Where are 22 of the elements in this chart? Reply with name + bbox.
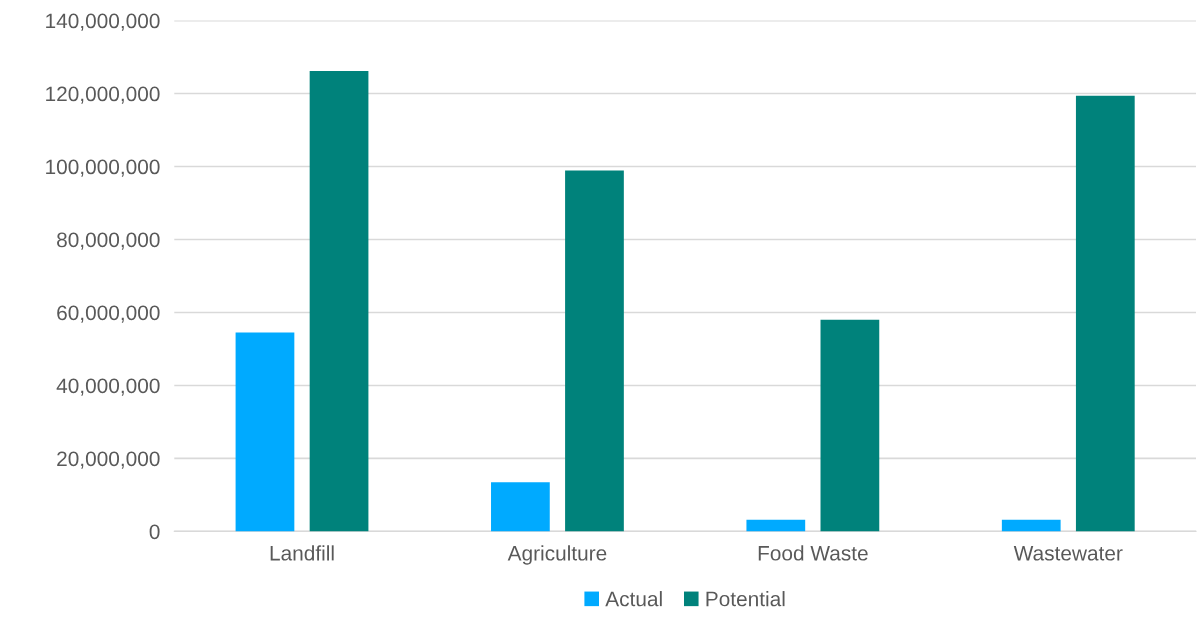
x-tick-label: Agriculture <box>507 545 607 565</box>
y-tick-label: 60,000,000 <box>57 305 160 323</box>
y-tick-label: 20,000,000 <box>57 451 160 469</box>
bar <box>309 70 369 532</box>
x-tick-label: Landfill <box>270 545 334 561</box>
bar <box>820 319 880 532</box>
x-tick-label: Food Waste <box>758 545 868 561</box>
bar <box>1075 95 1135 532</box>
bar <box>746 519 806 532</box>
y-tick-label: 80,000,000 <box>57 232 160 250</box>
bar <box>235 332 295 532</box>
y-tick-label: 140,000,000 <box>46 13 160 31</box>
legend-label: Actual <box>605 591 662 607</box>
y-tick-label: 40,000,000 <box>56 378 160 396</box>
y-tick-label: 100,000,000 <box>46 159 160 177</box>
bar <box>565 170 624 532</box>
y-tick-label: 0 <box>149 524 160 540</box>
legend-label: Potential <box>706 591 785 607</box>
bar <box>1001 519 1061 532</box>
y-tick-label: 120,000,000 <box>46 86 160 104</box>
bar <box>491 482 550 532</box>
x-tick-label: Wastewater <box>1013 546 1123 561</box>
